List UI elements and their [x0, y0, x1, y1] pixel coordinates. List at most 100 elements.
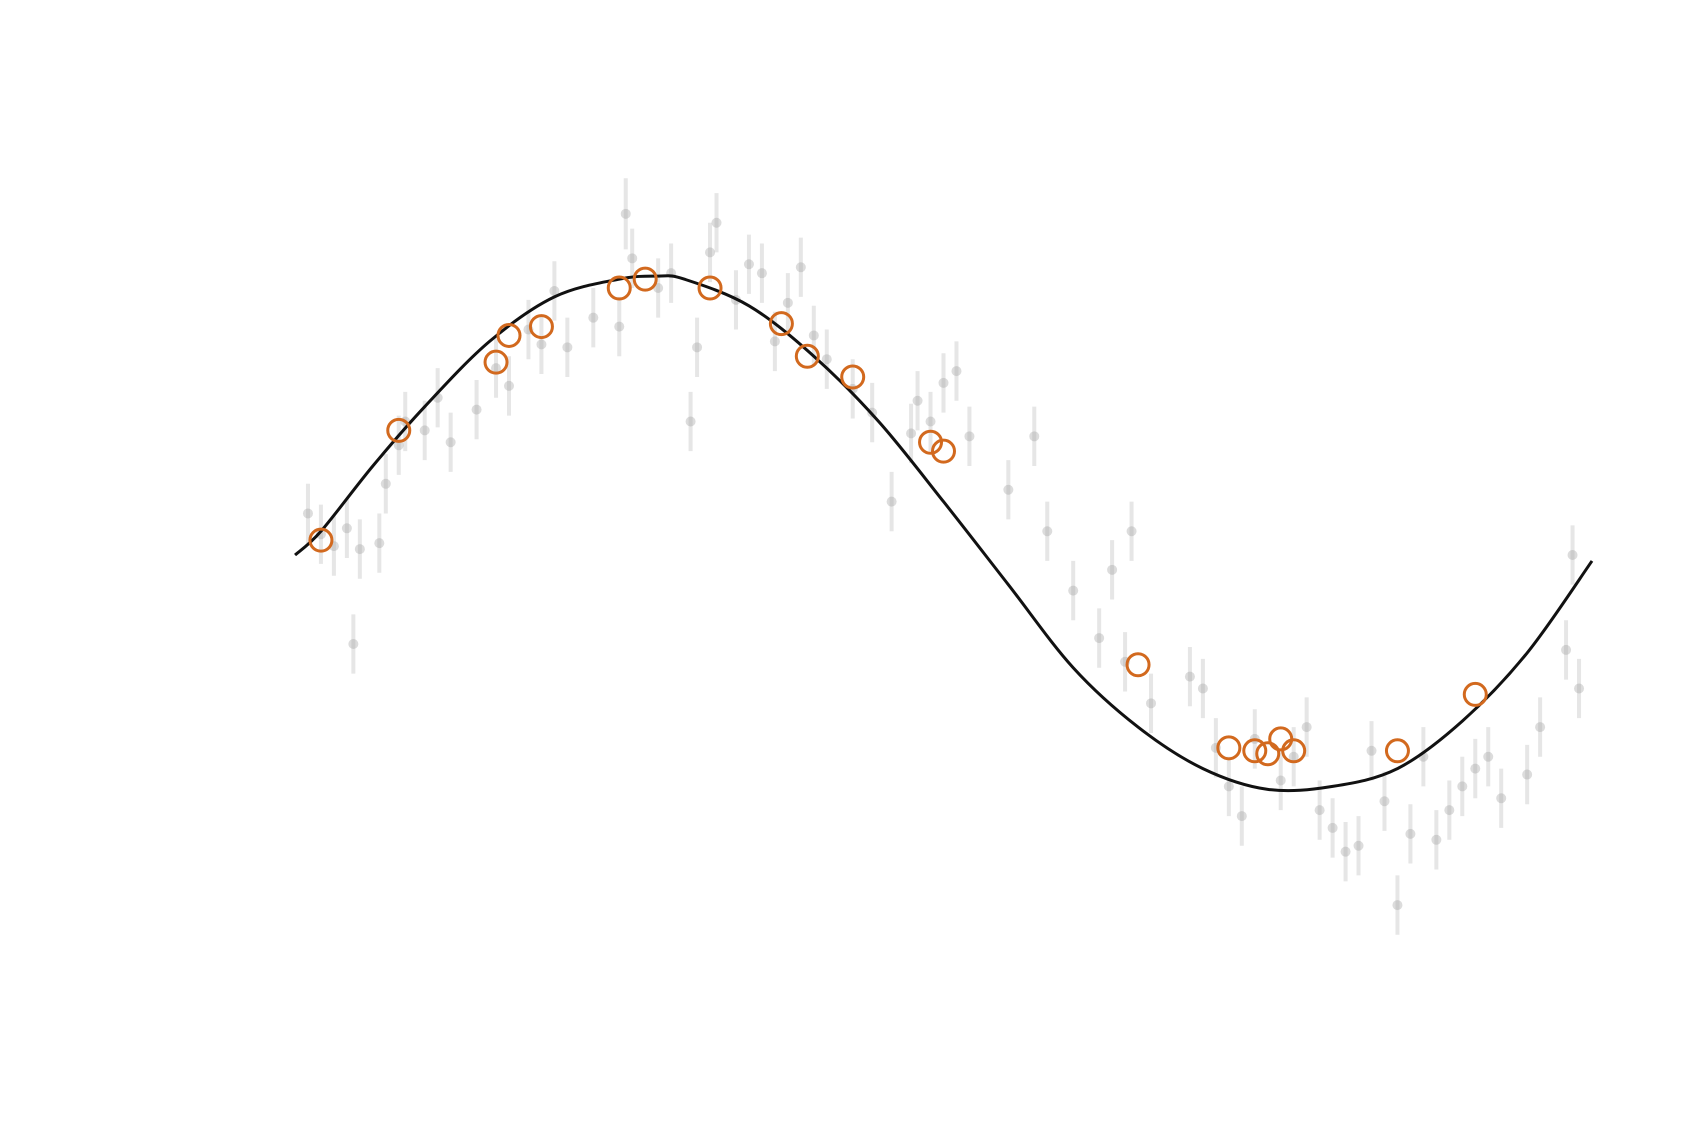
- background-point: [1535, 697, 1546, 757]
- background-marker: [315, 529, 326, 540]
- background-point: [653, 258, 664, 318]
- background-point: [614, 296, 625, 357]
- background-marker: [886, 496, 897, 507]
- background-marker: [1288, 751, 1299, 762]
- highlight-point: [1125, 652, 1151, 678]
- highlight-point: [697, 275, 723, 301]
- background-point: [1431, 810, 1442, 870]
- background-marker: [627, 253, 638, 264]
- background-marker: [1327, 822, 1338, 833]
- background-marker: [1379, 796, 1390, 807]
- background-point: [1483, 727, 1494, 787]
- background-marker: [795, 262, 806, 273]
- background-point: [380, 454, 391, 514]
- background-marker: [1197, 683, 1208, 694]
- background-point: [419, 400, 430, 461]
- background-marker: [1068, 585, 1079, 596]
- background-marker: [808, 330, 819, 341]
- background-marker: [1029, 431, 1040, 442]
- background-marker: [1483, 751, 1494, 762]
- background-point: [743, 234, 754, 294]
- background-marker: [491, 363, 502, 374]
- highlight-point: [1242, 738, 1268, 764]
- background-point: [795, 237, 806, 297]
- highlight-point: [1216, 735, 1242, 761]
- background-point: [1574, 658, 1585, 719]
- background-point: [627, 228, 638, 288]
- background-point: [886, 471, 897, 532]
- background-point: [1392, 875, 1403, 935]
- background-point: [1146, 673, 1157, 733]
- highlight-point: [386, 417, 412, 443]
- background-marker: [1184, 671, 1195, 682]
- background-point: [1327, 798, 1338, 858]
- background-marker: [445, 437, 456, 448]
- background-marker: [536, 339, 547, 350]
- highlight-point: [768, 311, 794, 337]
- background-marker: [1392, 900, 1403, 911]
- highlight-point: [632, 266, 658, 292]
- background-marker: [1340, 846, 1351, 857]
- background-marker: [1223, 781, 1234, 792]
- background-point: [1126, 501, 1137, 561]
- background-marker: [1567, 550, 1578, 560]
- background-point: [1275, 750, 1286, 811]
- background-marker: [743, 259, 754, 270]
- background-point: [1314, 780, 1325, 840]
- background-point: [445, 412, 456, 472]
- highlight-point: [1281, 738, 1307, 764]
- background-marker: [1301, 722, 1312, 733]
- background-marker: [1470, 763, 1481, 774]
- background-marker: [504, 380, 515, 391]
- background-marker: [620, 208, 631, 219]
- background-point: [315, 504, 326, 564]
- background-marker: [471, 404, 482, 415]
- background-point: [562, 317, 573, 377]
- background-point: [1210, 718, 1221, 778]
- background-marker: [685, 416, 696, 427]
- background-marker: [705, 247, 716, 258]
- background-point: [912, 371, 923, 431]
- background-point: [1457, 756, 1468, 817]
- background-marker: [419, 425, 430, 436]
- background-point: [588, 288, 599, 348]
- background-marker: [938, 377, 949, 388]
- background-marker: [562, 342, 573, 353]
- highlight-point: [308, 527, 334, 553]
- background-point: [951, 341, 962, 401]
- background-marker: [380, 478, 391, 489]
- background-point: [1197, 658, 1208, 719]
- background-point: [374, 513, 385, 573]
- background-point: [1029, 406, 1040, 466]
- background-marker: [906, 428, 917, 439]
- background-point: [1405, 804, 1416, 864]
- background-point: [925, 391, 936, 452]
- background-marker: [951, 366, 962, 377]
- background-point: [549, 261, 560, 321]
- background-point: [1094, 608, 1105, 668]
- background-point: [821, 329, 832, 389]
- background-point: [938, 353, 949, 413]
- background-marker: [782, 297, 793, 308]
- background-point: [504, 356, 515, 416]
- highlight-point: [1268, 726, 1294, 752]
- background-marker: [1431, 834, 1442, 845]
- background-marker: [1003, 484, 1014, 495]
- highlight-point: [840, 364, 866, 390]
- background-point: [705, 222, 716, 283]
- background-point: [536, 314, 547, 375]
- background-marker: [1353, 840, 1364, 851]
- background-point: [1288, 727, 1299, 787]
- background-point: [666, 243, 677, 303]
- background-point: [1561, 620, 1572, 680]
- background-point: [1567, 525, 1578, 585]
- background-point: [1301, 697, 1312, 757]
- background-point: [1236, 786, 1247, 846]
- background-marker: [964, 431, 975, 442]
- background-marker: [912, 395, 923, 406]
- highlight-point: [496, 322, 522, 348]
- background-point: [769, 311, 780, 372]
- background-point: [354, 519, 365, 579]
- background-point: [341, 498, 352, 558]
